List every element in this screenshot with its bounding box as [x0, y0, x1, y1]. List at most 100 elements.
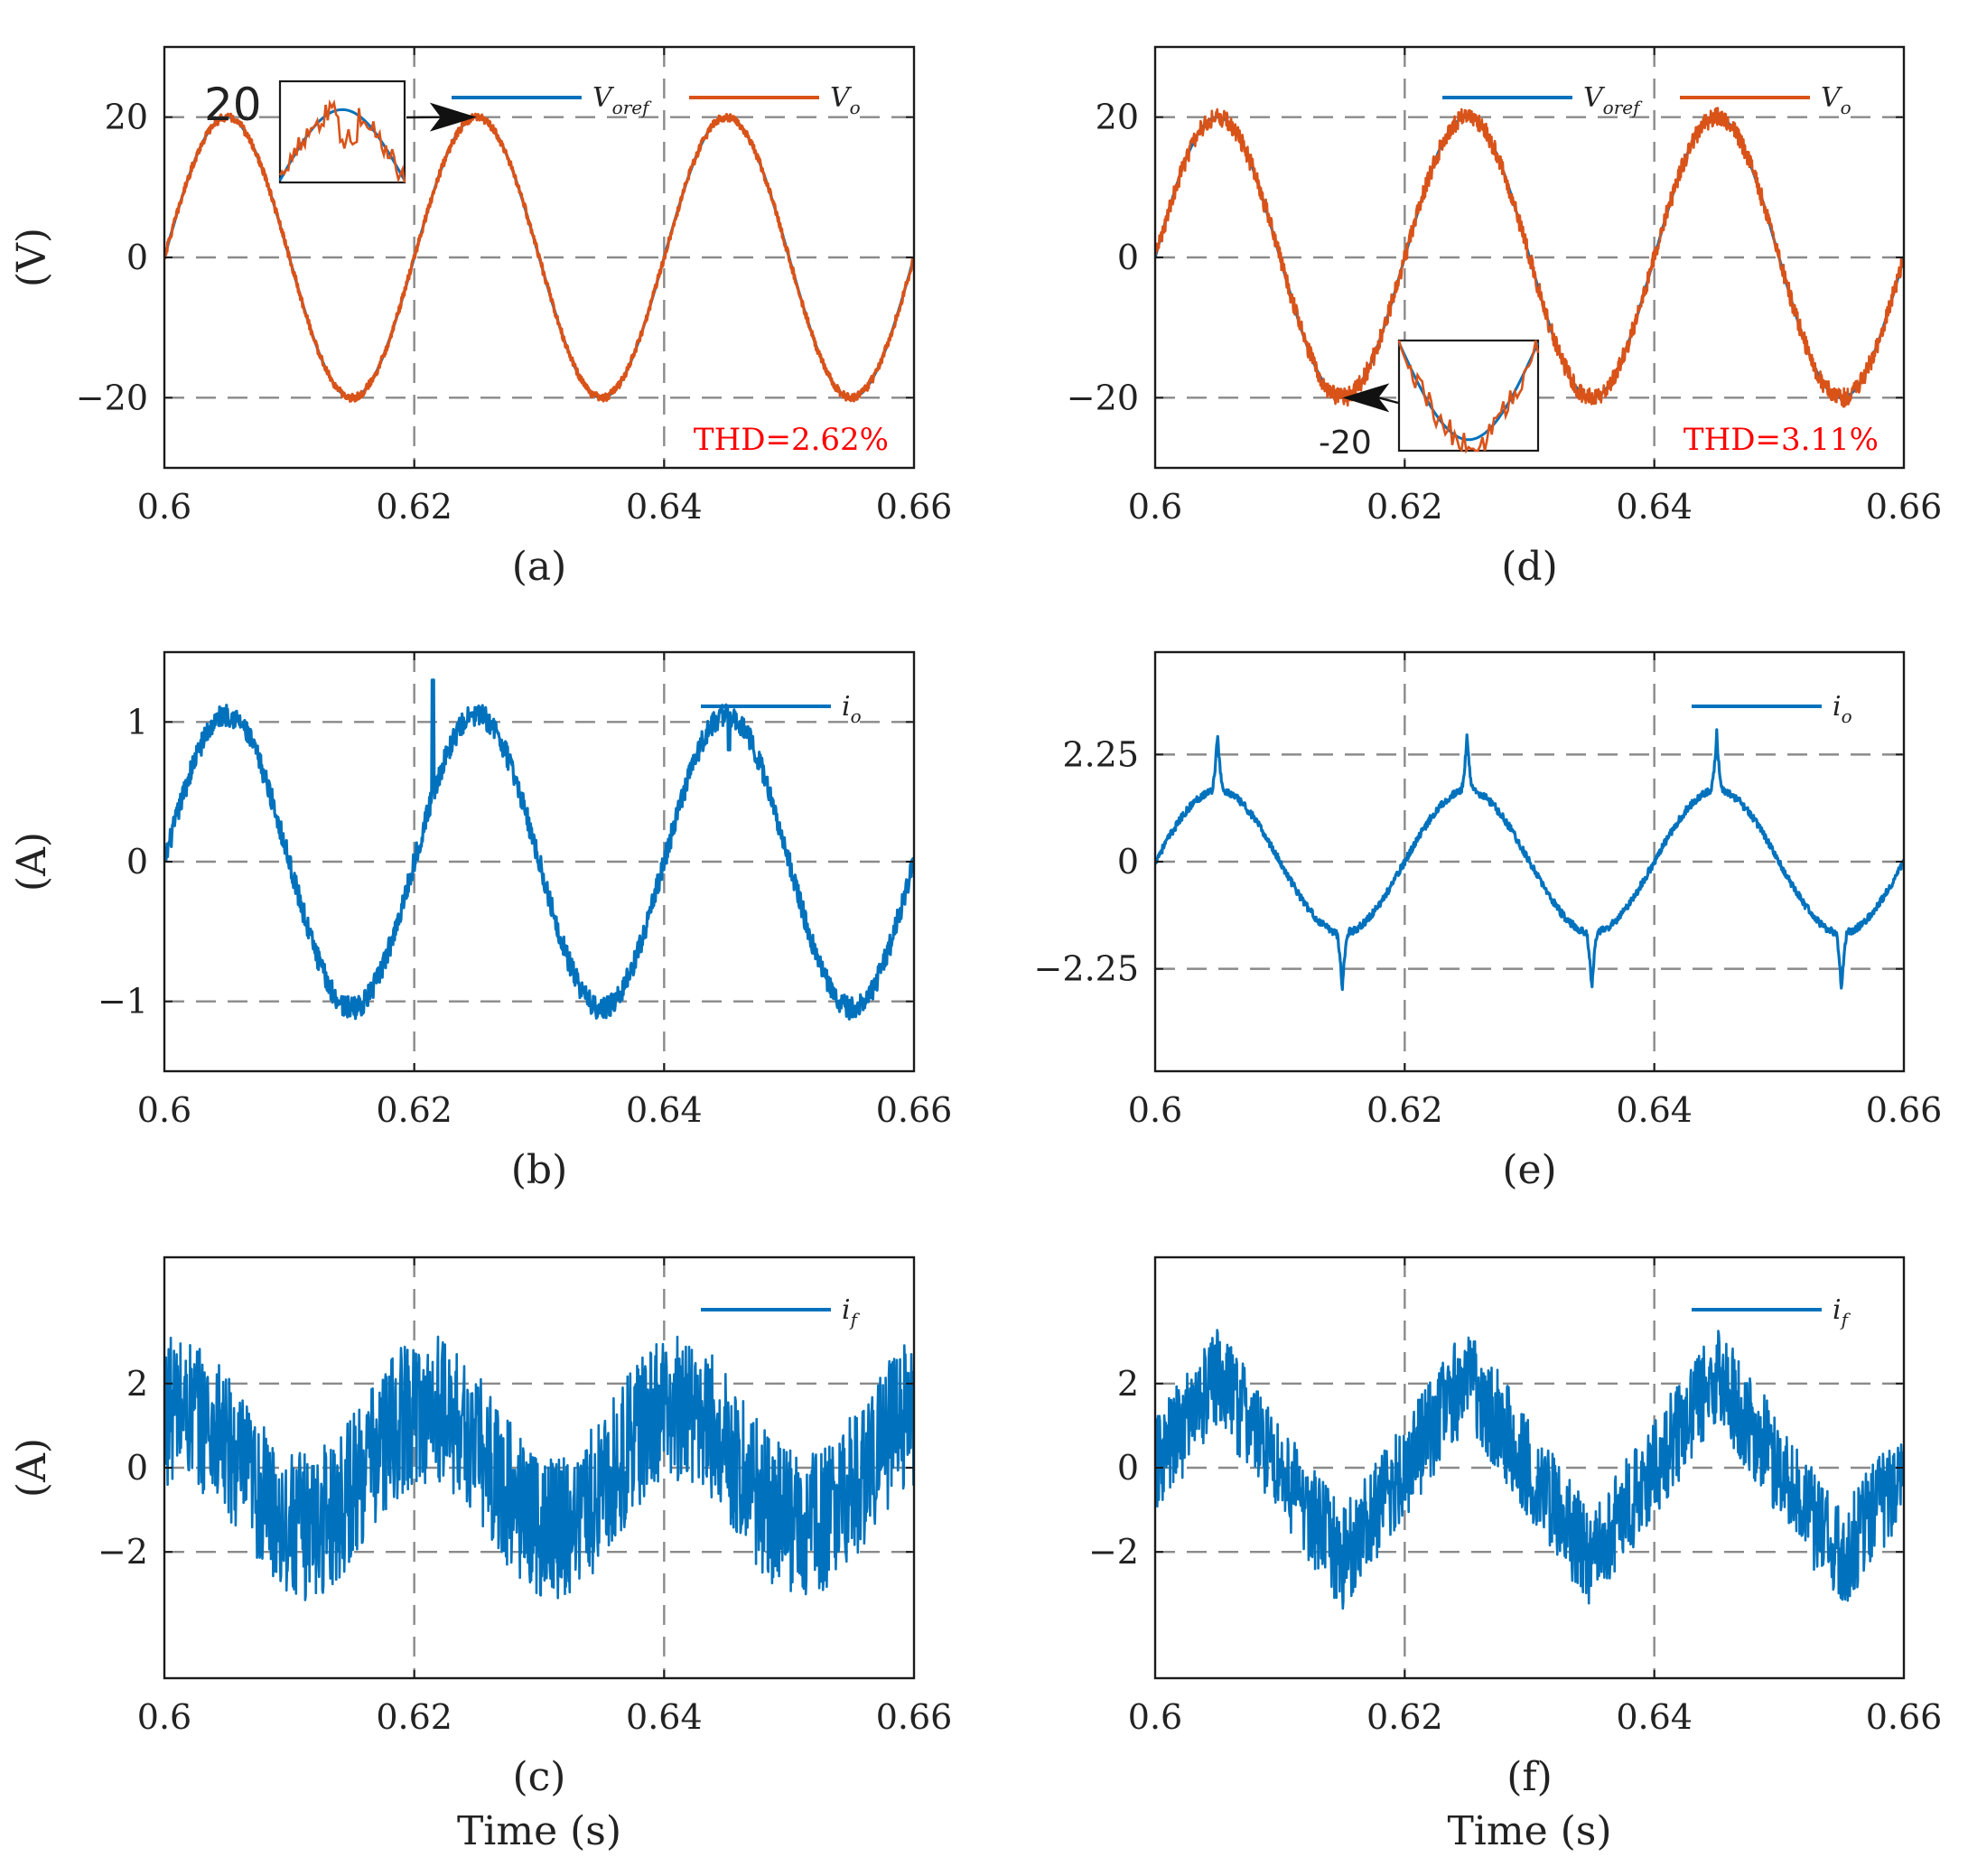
inset-zoom-box — [278, 79, 406, 184]
x-tick-label: 0.64 — [626, 1090, 703, 1130]
x-tick-label: 0.66 — [1866, 1697, 1943, 1737]
legend-label-main: i — [842, 1294, 851, 1326]
y-tick-label: 0 — [126, 238, 148, 277]
legend-label: Vo — [830, 82, 861, 118]
x-tick-label: 0.6 — [1128, 1697, 1182, 1737]
x-tick-label: 0.66 — [1866, 487, 1943, 527]
y-tick-label: 0 — [1117, 1448, 1139, 1488]
y-axis-label: (A) — [9, 1438, 55, 1498]
subplot-caption: (d) — [1501, 544, 1558, 590]
x-tick-label: 0.62 — [376, 487, 452, 527]
subplot-c: 0.6 0.62 0.64 0.66 −2 0 2 (A) (c) Time (s) if — [9, 1255, 953, 1854]
subplot-caption: (f) — [1506, 1754, 1553, 1800]
y-axis-label: (V) — [9, 228, 55, 287]
legend-label-main: V — [1821, 82, 1843, 114]
x-axis-label: Time (s) — [457, 1808, 621, 1854]
x-tick-label: 0.62 — [376, 1697, 452, 1737]
legend-label-subscript: f — [849, 1309, 861, 1330]
legend-label-main: V — [592, 82, 615, 114]
legend-label-main: i — [1833, 1294, 1842, 1326]
legend-label: io — [842, 691, 862, 727]
series-line-v-o — [1155, 107, 1904, 408]
x-tick-label: 0.66 — [1866, 1090, 1943, 1130]
x-tick-label: 0.64 — [626, 487, 703, 527]
y-tick-label: 2 — [1117, 1364, 1139, 1404]
legend-label-subscript: oref — [612, 97, 652, 118]
series-line-i-o — [164, 678, 914, 1021]
inset-output-line — [1397, 340, 1540, 454]
x-tick-label: 0.6 — [1128, 1090, 1182, 1130]
y-tick-label: 0 — [1117, 842, 1139, 882]
y-axis-label: (A) — [9, 832, 55, 891]
x-tick-label: 0.64 — [1616, 1697, 1693, 1737]
legend-label-subscript: o — [851, 705, 862, 727]
series-line-i-o — [1155, 728, 1904, 992]
inset-arrow-shaft — [1377, 397, 1399, 405]
y-tick-label: −2 — [98, 1532, 148, 1572]
legend-label-subscript: o — [1842, 705, 1852, 727]
inset-value-label: 20 — [204, 79, 262, 131]
y-tick-label: 0 — [1117, 238, 1139, 277]
x-tick-label: 0.62 — [376, 1090, 452, 1130]
y-tick-label: 20 — [1096, 98, 1139, 137]
x-tick-label: 0.66 — [876, 1697, 953, 1737]
subplot-caption: (b) — [511, 1147, 568, 1193]
legend-label-main: i — [842, 691, 851, 723]
x-tick-label: 0.62 — [1366, 487, 1443, 527]
x-tick-label: 0.6 — [1128, 487, 1182, 527]
legend-label-main: i — [1833, 691, 1842, 723]
thd-annotation: THD=3.11% — [1684, 422, 1879, 458]
x-tick-label: 0.6 — [137, 487, 191, 527]
y-tick-label: −2 — [1088, 1532, 1139, 1572]
x-tick-label: 0.66 — [876, 1090, 953, 1130]
legend-label: Voref — [592, 82, 652, 118]
subplot-b: 0.6 0.62 0.64 0.66 −1 0 1 (A) (b) io — [9, 650, 953, 1193]
legend-label-subscript: o — [1841, 97, 1851, 118]
legend-label: io — [1833, 691, 1852, 727]
legend-label: if — [1833, 1294, 1851, 1330]
y-tick-label: 1 — [126, 702, 148, 742]
legend-label: Vo — [1821, 82, 1851, 118]
y-tick-label: −2.25 — [1034, 949, 1139, 989]
legend-label: if — [842, 1294, 861, 1330]
y-tick-label: −1 — [98, 982, 148, 1022]
x-tick-label: 0.62 — [1366, 1697, 1443, 1737]
y-tick-label: 0 — [126, 1448, 148, 1488]
subplot-caption: (a) — [512, 544, 567, 590]
legend-label-subscript: f — [1840, 1309, 1851, 1330]
x-tick-label: 0.64 — [1616, 487, 1693, 527]
series-line-i-f — [164, 1335, 914, 1601]
subplot-caption: (e) — [1502, 1147, 1556, 1193]
legend-label-subscript: oref — [1603, 97, 1643, 118]
x-tick-label: 0.64 — [1616, 1090, 1693, 1130]
y-tick-label: 2 — [126, 1364, 148, 1404]
y-tick-label: 2.25 — [1062, 734, 1139, 774]
y-tick-label: 20 — [105, 98, 148, 137]
x-tick-label: 0.64 — [626, 1697, 703, 1737]
inset-arrow-head — [429, 102, 477, 132]
x-tick-label: 0.66 — [876, 487, 953, 527]
inset-arrow-head — [1342, 383, 1390, 413]
y-tick-label: 0 — [126, 842, 148, 882]
subplot-e: 0.6 0.62 0.64 0.66 −2.25 0 2.25 (e) io — [1034, 650, 1943, 1193]
x-tick-label: 0.6 — [137, 1090, 191, 1130]
legend-label: Voref — [1583, 82, 1643, 118]
x-tick-label: 0.62 — [1366, 1090, 1443, 1130]
subplot-caption: (c) — [513, 1754, 566, 1800]
legend-label-subscript: o — [850, 97, 861, 118]
inset-value-label: -20 — [1319, 425, 1372, 462]
series-line-v-o — [164, 112, 914, 403]
x-axis-label: Time (s) — [1447, 1808, 1611, 1854]
series-line-i-f — [1155, 1329, 1904, 1610]
subplot-f: 0.6 0.62 0.64 0.66 −2 0 2 (f) Time (s) if — [1088, 1255, 1943, 1854]
inset-output-line — [278, 98, 406, 183]
x-tick-label: 0.6 — [137, 1697, 191, 1737]
y-tick-label: −20 — [1067, 378, 1139, 417]
y-tick-label: −20 — [76, 378, 148, 417]
thd-annotation: THD=2.62% — [694, 422, 889, 458]
legend-label-main: V — [1583, 82, 1606, 114]
legend-label-main: V — [830, 82, 853, 114]
